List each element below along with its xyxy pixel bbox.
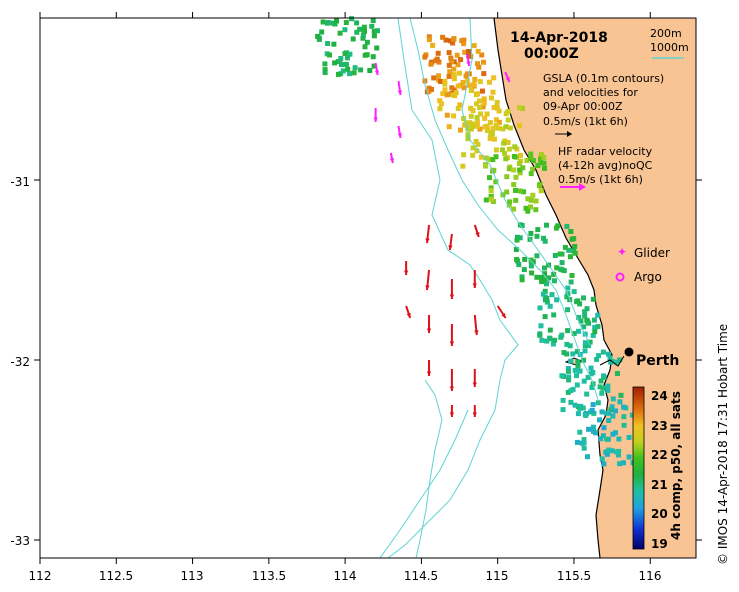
hf-vector	[425, 269, 431, 291]
perth-label: Perth	[636, 353, 679, 369]
x-tick-label: 115	[486, 569, 509, 583]
gsla-scale-label: 0.5m/s (1kt 6h)	[543, 115, 628, 128]
contour-legend-1000m: 1000m	[650, 41, 689, 54]
contour-legend-200m: 200m	[650, 27, 682, 40]
credit-text: © IMOS 14-Apr-2018 17:31 Hobart Time	[716, 324, 730, 565]
hf-vector	[449, 279, 455, 299]
x-axis: 112 112.5 113 113.5 114 114.5 115 115.5 …	[29, 569, 662, 583]
x-tick-label: 115.5	[557, 569, 591, 583]
colorbar-tick: 23	[651, 419, 668, 433]
contour-outer	[461, 17, 591, 346]
hf-note-line1: HF radar velocity	[558, 145, 653, 158]
hf-vector	[403, 261, 409, 275]
gsla-vector	[504, 71, 511, 83]
hf-vector	[449, 324, 455, 346]
x-tick-label: 112	[29, 569, 52, 583]
hf-vector	[472, 405, 477, 417]
hf-vector	[472, 270, 477, 288]
hf-scale-arrow	[560, 183, 586, 191]
gsla-vector	[397, 80, 403, 96]
colorbar-ticks: 19 20 21 22 23 24	[651, 389, 668, 551]
hf-vector	[449, 369, 455, 391]
hf-vector	[496, 305, 507, 319]
x-tick-label: 113.5	[252, 569, 286, 583]
x-tick-label: 112.5	[99, 569, 133, 583]
colorbar-tick: 19	[651, 537, 668, 551]
hf-vector	[449, 405, 455, 417]
sst-patch	[422, 34, 487, 96]
gsla-note-line2: and velocities for	[543, 86, 638, 99]
contour-1000m	[387, 17, 519, 559]
gsla-scale-arrow	[555, 131, 572, 137]
gsla-vector	[374, 62, 380, 76]
sst-patch	[537, 285, 601, 349]
sst-patch	[437, 69, 502, 133]
hf-radar-vectors	[403, 224, 507, 417]
hf-vector	[472, 369, 477, 387]
contour-200m	[409, 17, 599, 401]
gsla-note-line1: GSLA (0.1m contours)	[543, 72, 664, 85]
sst-patch	[513, 222, 578, 287]
y-tick-label: -32	[10, 355, 30, 369]
y-tick-label: -31	[10, 175, 30, 189]
sst-patch	[574, 402, 640, 467]
sst-field	[315, 16, 640, 467]
y-tick-label: -33	[10, 534, 30, 548]
sst-patch	[315, 16, 380, 77]
gsla-note-line3: 09-Apr 00:00Z	[543, 100, 623, 113]
colorbar-tick: 22	[651, 448, 668, 462]
y-axis: -31 -32 -33	[10, 175, 30, 548]
colorbar-tick: 24	[651, 389, 668, 403]
bathymetry-contours	[379, 17, 599, 559]
hf-vector	[405, 305, 412, 319]
hf-vector	[425, 224, 431, 244]
gsla-vector	[466, 53, 471, 67]
axis-ticks	[34, 12, 702, 564]
hf-vector	[426, 360, 432, 376]
colorbar-label: 4h comp, p50, all sats	[669, 391, 683, 540]
gsla-vectors	[373, 53, 511, 164]
hf-vector	[473, 224, 480, 238]
gsla-vector	[373, 108, 378, 122]
hf-vector	[448, 233, 453, 251]
argo-label: Argo	[634, 270, 662, 284]
colorbar-tick: 21	[651, 478, 668, 492]
plot-frame	[39, 17, 697, 559]
title-date: 14-Apr-2018	[510, 30, 608, 46]
x-tick-label: 114.5	[404, 569, 438, 583]
x-tick-label: 113	[181, 569, 204, 583]
x-tick-label: 114	[334, 569, 357, 583]
title-time: 00:00Z	[524, 46, 579, 62]
gsla-vector	[397, 125, 402, 139]
land-area	[494, 18, 696, 558]
hf-vector	[473, 314, 479, 336]
colorbar	[632, 386, 645, 550]
x-tick-label: 116	[639, 569, 662, 583]
hf-vector	[426, 315, 432, 333]
gsla-vector	[389, 152, 395, 164]
contour-south	[379, 409, 469, 559]
argo-icon	[615, 272, 625, 282]
contour-inner	[415, 379, 443, 559]
glider-label: Glider	[634, 246, 670, 260]
hf-scale-label: 0.5m/s (1kt 6h)	[558, 173, 643, 186]
perth-marker	[624, 347, 634, 357]
colorbar-tick: 20	[651, 507, 668, 521]
river-swan	[599, 355, 625, 367]
glider-icon: ✦	[617, 245, 627, 259]
hf-note-line2: (4-12h avg)noQC	[558, 159, 653, 172]
